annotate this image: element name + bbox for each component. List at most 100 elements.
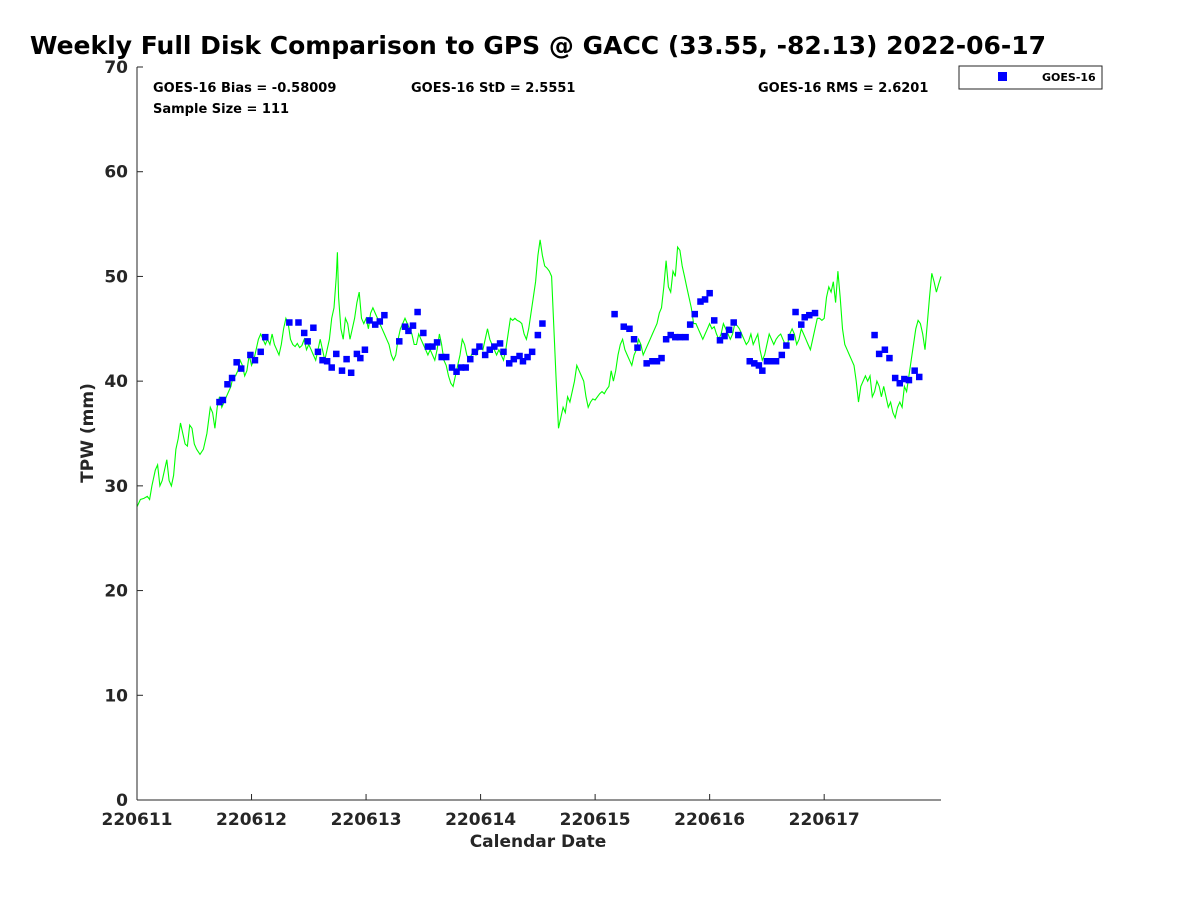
goes16-point-73	[676, 333, 684, 341]
legend: GOES-16	[958, 65, 1103, 90]
goes16-point-42	[453, 368, 460, 375]
goes16-point-22	[347, 369, 355, 377]
x-tick-label-220617: 220617	[789, 810, 860, 830]
goes16-point-95	[787, 333, 795, 341]
goes16-point-80	[710, 317, 718, 324]
goes16-point-104	[886, 354, 893, 362]
goes16-point-16	[319, 356, 326, 364]
goes16-point-0	[216, 398, 223, 406]
goes16-point-92	[772, 357, 780, 365]
goes16-point-1	[219, 396, 227, 404]
goes16-point-46	[471, 348, 479, 356]
legend-marker-goes16	[998, 72, 1007, 81]
goes16-point-100	[811, 309, 819, 317]
goes16-point-77	[697, 298, 704, 305]
stats-annotations: GOES-16 Bias = -0.58009 GOES-16 StD = 2.…	[153, 81, 928, 117]
goes16-point-14	[310, 324, 317, 331]
goes16-point-89	[759, 367, 766, 374]
goes16-point-83	[725, 326, 733, 334]
goes16-point-24	[357, 354, 364, 362]
goes16-point-3	[228, 374, 236, 382]
goes16-point-91	[768, 357, 775, 365]
goes16-point-61	[611, 310, 618, 318]
x-tick-label-220616: 220616	[674, 810, 745, 830]
goes16-point-33	[409, 322, 417, 329]
goes16-point-99	[806, 311, 813, 319]
x-tick-label-220613: 220613	[331, 810, 402, 830]
goes16-point-103	[881, 346, 889, 353]
goes16-point-18	[328, 364, 335, 371]
goes16-point-86	[746, 357, 753, 365]
goes16-point-25	[361, 346, 369, 353]
goes16-point-21	[343, 355, 350, 363]
goes16-point-71	[667, 331, 674, 339]
goes16-point-5	[237, 365, 245, 372]
rms-annotation: GOES-16 RMS = 2.6201	[758, 81, 928, 96]
goes16-point-57	[524, 353, 531, 361]
goes16-point-79	[706, 289, 713, 297]
goes16-point-67	[649, 357, 656, 365]
goes16-point-32	[405, 327, 412, 335]
goes16-point-60	[539, 320, 546, 327]
goes16-point-74	[682, 333, 689, 341]
goes16-point-101	[871, 331, 878, 339]
goes16-point-17	[323, 357, 331, 365]
goes16-point-72	[672, 333, 679, 341]
y-tick-label-30: 30	[104, 477, 128, 497]
goes16-point-8	[257, 348, 264, 356]
goes16-point-102	[875, 350, 883, 358]
goes16-point-107	[901, 375, 908, 383]
goes16-point-20	[338, 367, 346, 374]
goes16-point-110	[915, 373, 923, 381]
goes16-point-81	[716, 337, 724, 344]
goes16-point-11	[295, 319, 302, 326]
goes16-point-23	[353, 350, 361, 358]
goes16-point-44	[462, 364, 469, 371]
goes16-point-49	[486, 346, 494, 353]
axes	[136, 67, 941, 801]
goes16-point-48	[481, 351, 489, 359]
goes16-point-65	[634, 344, 641, 351]
std-annotation: GOES-16 StD = 2.5551	[411, 81, 575, 96]
goes16-point-66	[643, 360, 650, 367]
goes16-point-45	[467, 355, 474, 363]
goes16-point-6	[247, 351, 254, 359]
bias-annotation: GOES-16 Bias = -0.58009	[153, 81, 336, 96]
goes16-point-26	[366, 317, 373, 324]
goes16-point-62	[620, 323, 628, 330]
goes16-point-37	[429, 343, 436, 350]
goes16-point-40	[442, 353, 450, 361]
goes16-point-69	[658, 354, 665, 362]
goes16-point-68	[653, 357, 661, 365]
goes16-point-30	[396, 338, 403, 345]
chart-title: Weekly Full Disk Comparison to GPS @ GAC…	[30, 31, 1046, 60]
goes16-point-106	[896, 379, 904, 387]
goes16-point-76	[691, 310, 699, 318]
y-tick-label-50: 50	[104, 267, 128, 287]
goes16-point-90	[763, 357, 771, 365]
y-tick-label-70: 70	[104, 58, 128, 78]
goes16-point-29	[381, 311, 388, 319]
goes16-point-10	[286, 319, 293, 326]
y-ticks: 0 10 20 30 40 50 60 70	[104, 58, 143, 811]
goes16-point-51	[496, 340, 504, 347]
goes16-point-54	[510, 355, 518, 363]
goes16-point-96	[792, 308, 799, 316]
goes16-point-105	[891, 374, 899, 382]
goes16-point-97	[798, 321, 805, 328]
x-tick-label-220611: 220611	[102, 810, 173, 830]
plot-area	[136, 239, 942, 508]
legend-box	[958, 65, 1103, 90]
x-tick-label-220615: 220615	[560, 810, 631, 830]
y-tick-label-40: 40	[104, 372, 128, 392]
goes16-point-88	[755, 362, 763, 369]
goes16-point-28	[376, 318, 384, 325]
goes16-point-9	[262, 333, 269, 341]
goes16-point-52	[500, 348, 507, 356]
goes16-point-35	[420, 329, 427, 337]
goes16-point-2	[224, 381, 231, 388]
goes16-point-98	[801, 314, 808, 321]
goes16-point-59	[534, 331, 542, 339]
y-tick-label-10: 10	[104, 686, 128, 706]
